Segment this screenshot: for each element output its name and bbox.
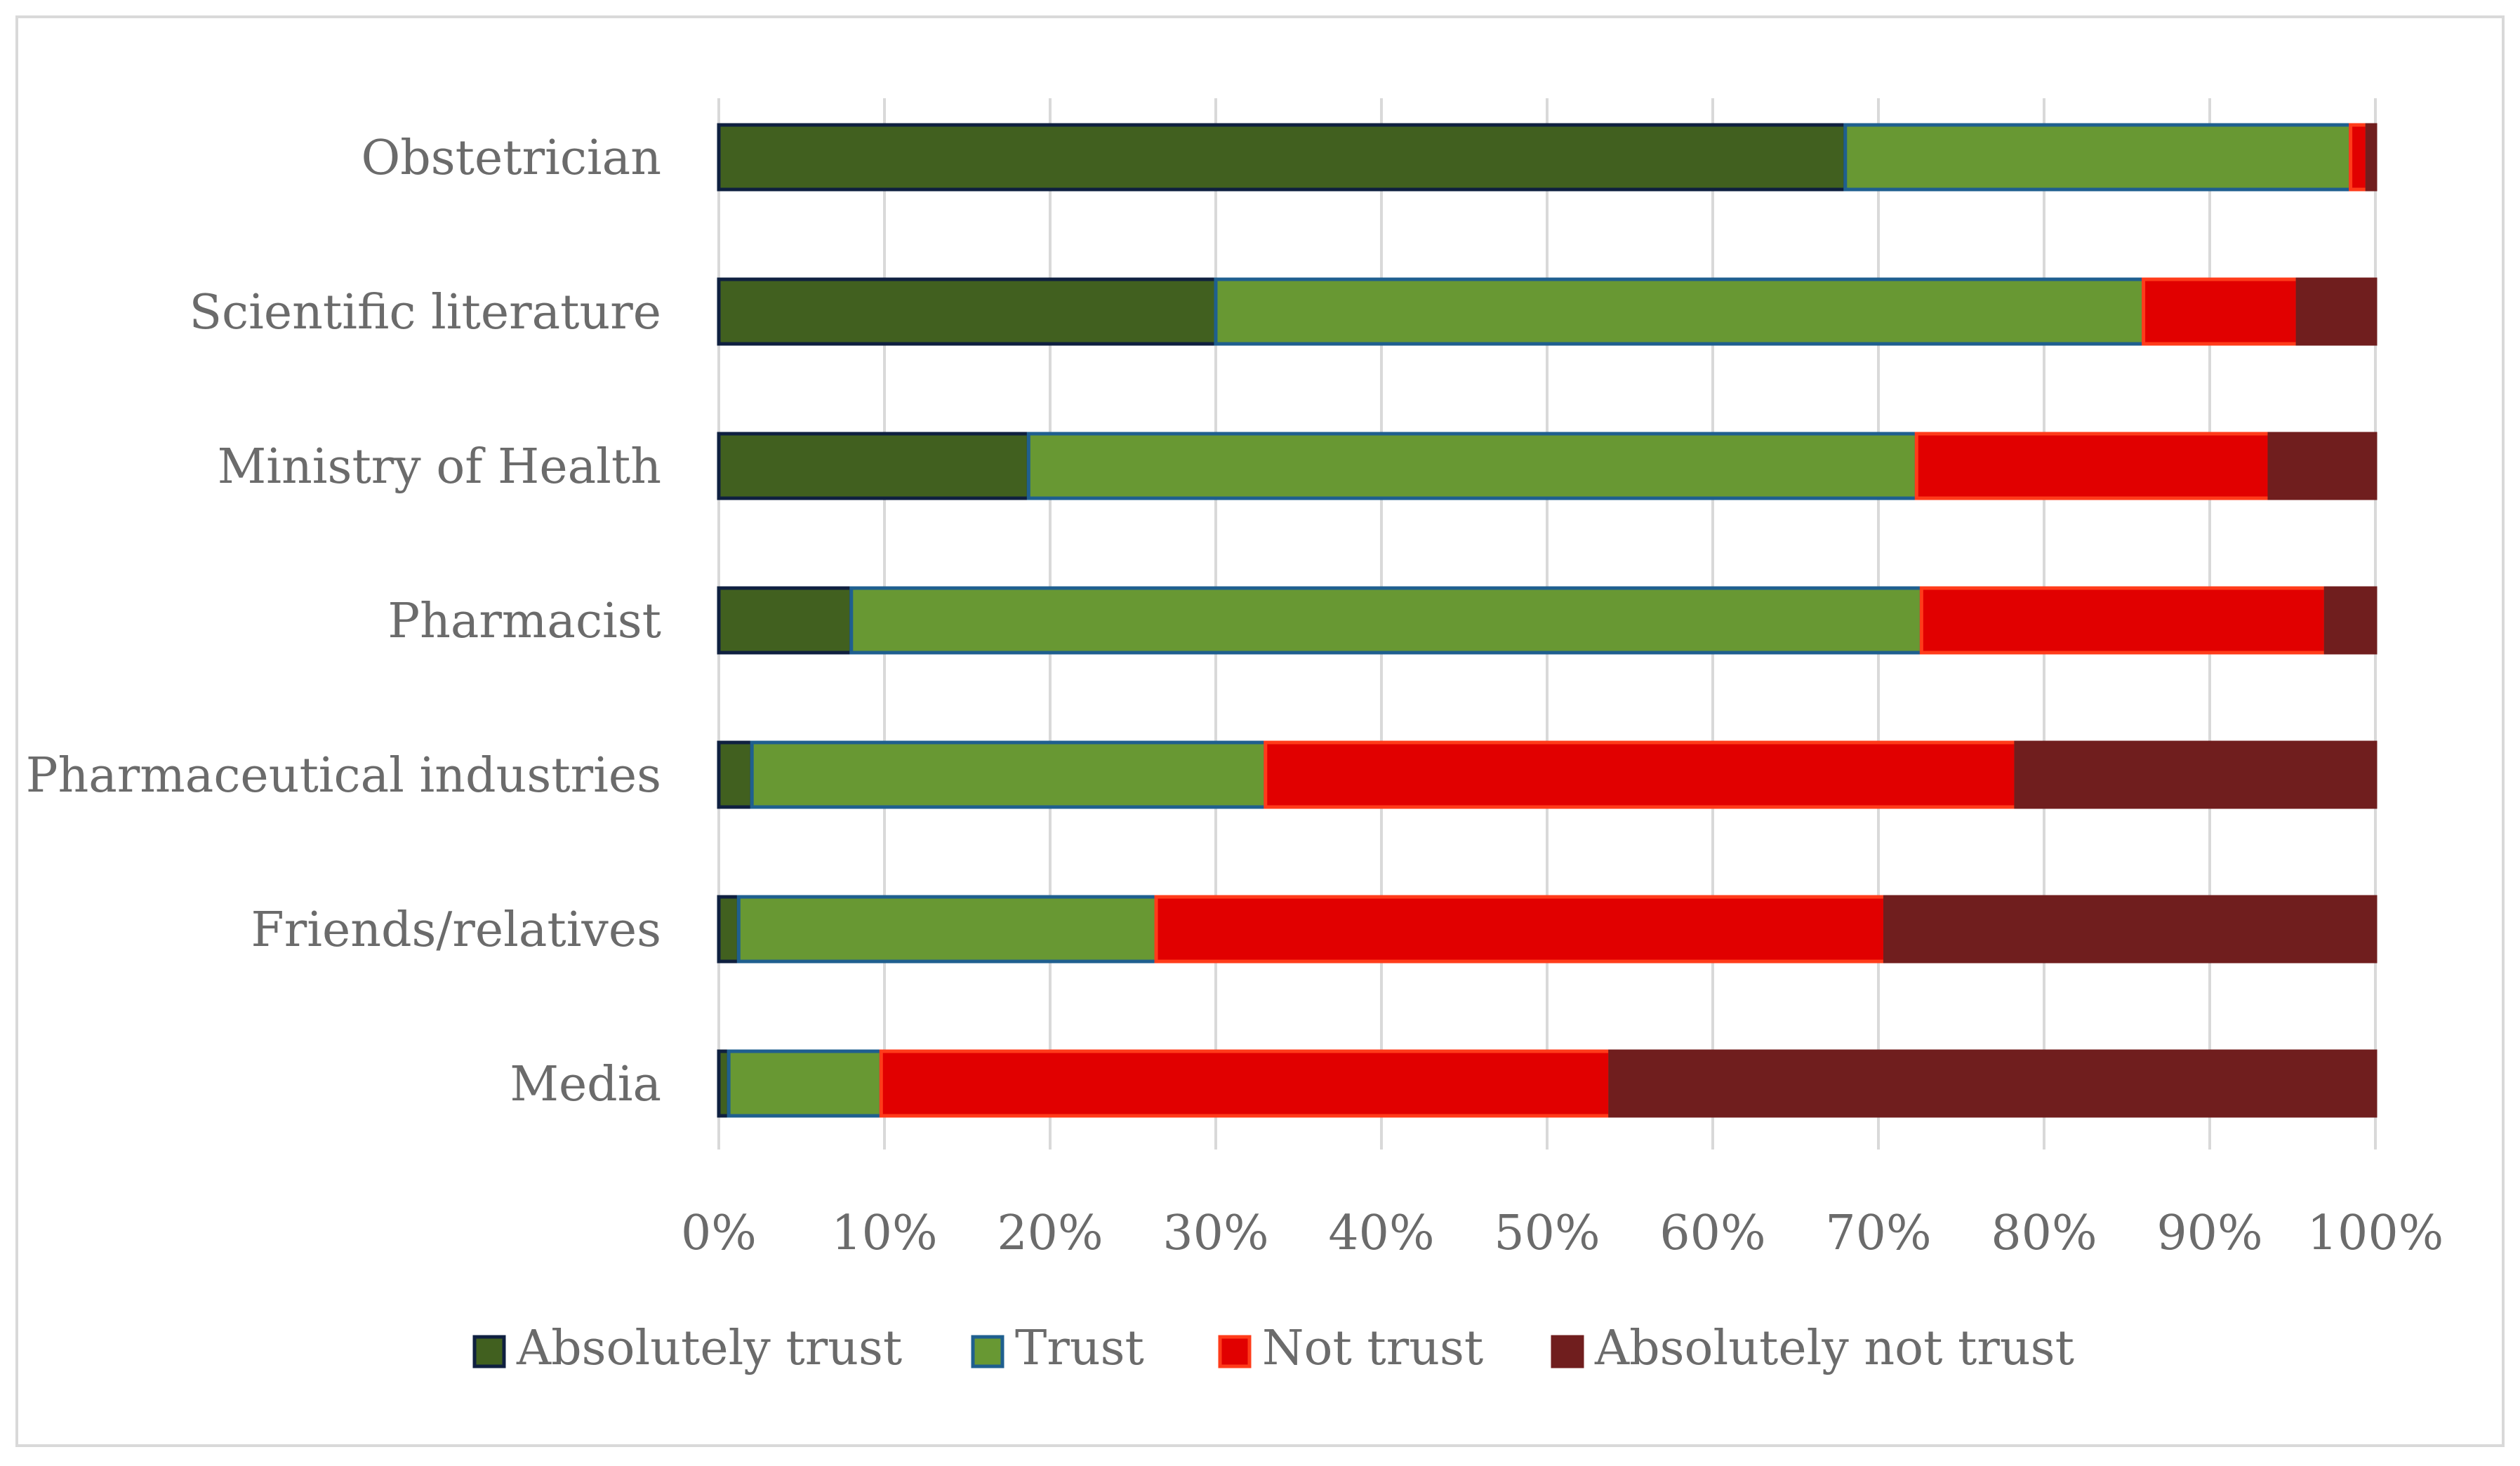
bar-pharmacist-not-trust (1919, 586, 2328, 655)
legend-swatch-absolutely-trust (472, 1335, 506, 1368)
bar-pharmaceutical-industries-not-trust (1264, 740, 2018, 809)
x-tick-label: 0% (681, 1206, 757, 1261)
x-tick-label: 90% (2156, 1206, 2262, 1261)
category-labels: Obstetrician Scientific literature Ministr… (26, 131, 661, 1112)
bar-ministry-of-health-not-trust (1914, 432, 2272, 500)
x-tick-label: 80% (1991, 1206, 2097, 1261)
category-label: Pharmacist (387, 594, 661, 649)
legend-label-absolutely-trust: Absolutely trust (516, 1321, 902, 1376)
bar-pharmaceutical-industries-absolutely-not-trust (2014, 740, 2378, 809)
bar-scientific-literature-trust (1214, 277, 2146, 346)
bar-pharmacist-absolutely-not-trust (2323, 586, 2378, 655)
bar-ministry-of-health-absolutely-not-trust (2267, 432, 2378, 500)
category-label: Ministry of Health (218, 439, 661, 495)
bar-media-absolutely-not-trust (1608, 1049, 2378, 1118)
legend-label-not-trust: Not trust (1262, 1321, 1483, 1376)
bar-pharmacist-absolutely-trust (717, 586, 854, 655)
category-label: Scientific literature (189, 285, 661, 340)
bar-ministry-of-health-trust (1026, 432, 1918, 500)
bar-pharmacist-trust (849, 586, 1923, 655)
bar-media-trust (727, 1049, 883, 1118)
bar-scientific-literature-not-trust (2142, 277, 2300, 346)
bars (717, 123, 2378, 1118)
bar-friends-relatives-absolutely-trust (717, 895, 741, 964)
category-label: Obstetrician (362, 131, 662, 186)
bar-obstetrician-absolutely-trust (717, 123, 1848, 192)
bar-obstetrician-absolutely-not-trust (2365, 123, 2378, 192)
bar-ministry-of-health-absolutely-trust (717, 432, 1030, 500)
bar-scientific-literature-absolutely-not-trust (2295, 277, 2378, 346)
legend-swatch-not-trust (1218, 1335, 1252, 1368)
bar-obstetrician-trust (1843, 123, 2353, 192)
x-tick-label: 100% (2307, 1206, 2443, 1261)
legend-label-trust: Trust (1015, 1321, 1144, 1376)
legend-label-absolutely-not-trust: Absolutely not trust (1594, 1321, 2074, 1376)
category-label: Friends/relatives (251, 902, 661, 958)
legend-swatch-trust (971, 1335, 1004, 1368)
category-label: Pharmaceutical industries (26, 748, 661, 804)
bar-pharmaceutical-industries-absolutely-trust (717, 740, 754, 809)
bar-obstetrician-not-trust (2349, 123, 2369, 192)
x-tick-label: 40% (1328, 1206, 1434, 1261)
x-tick-label: 10% (831, 1206, 937, 1261)
x-axis-tick-labels: 0% 10% 20% 30% 40% 50% 60% 70% 80% 90% 100% (681, 1206, 2443, 1261)
x-tick-label: 60% (1659, 1206, 1765, 1261)
legend-swatch-absolutely-not-trust (1551, 1335, 1584, 1368)
chart-frame (15, 15, 2505, 1447)
bar-friends-relatives-trust (736, 895, 1158, 964)
x-tick-label: 20% (997, 1206, 1103, 1261)
bar-friends-relatives-absolutely-not-trust (1883, 895, 2378, 964)
bar-scientific-literature-absolutely-trust (717, 277, 1218, 346)
x-tick-label: 70% (1825, 1206, 1931, 1261)
legend: Absolutely trust Trust Not trust Absolutely… (472, 1321, 2074, 1376)
bar-pharmaceutical-industries-trust (750, 740, 1268, 809)
bar-media-not-trust (879, 1049, 1612, 1118)
x-tick-label: 30% (1162, 1206, 1268, 1261)
x-tick-label: 50% (1494, 1206, 1600, 1261)
category-label: Media (510, 1057, 661, 1112)
bar-friends-relatives-not-trust (1154, 895, 1887, 964)
